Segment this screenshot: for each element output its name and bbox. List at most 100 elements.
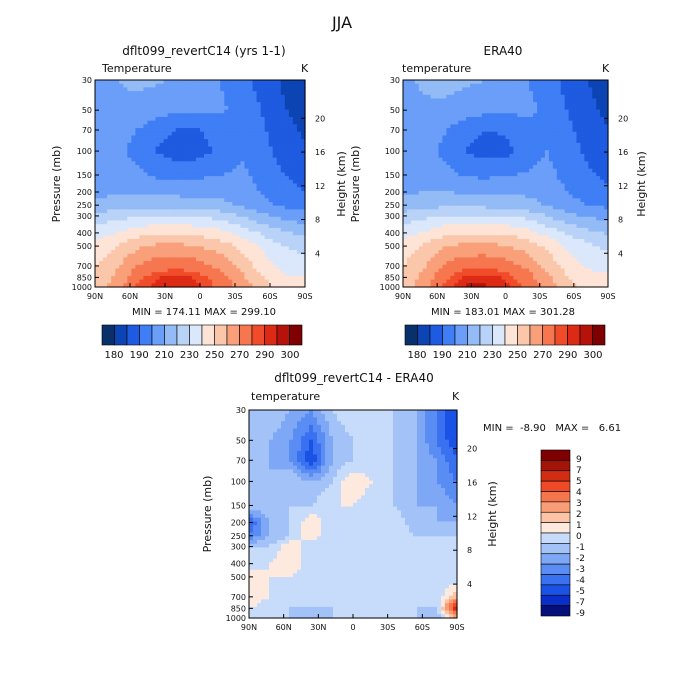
y-tick-label: 70 <box>82 126 92 135</box>
contour-cell <box>135 80 141 85</box>
contour-cell <box>414 131 420 137</box>
contour-cell <box>123 268 128 273</box>
contour-cell <box>236 257 241 262</box>
contour-cell <box>458 213 463 218</box>
contour-cell <box>119 261 124 266</box>
contour-cell <box>103 153 108 159</box>
contour-cell <box>191 194 197 199</box>
contour-cell <box>580 146 585 151</box>
contour-cell <box>232 161 237 166</box>
contour-cell <box>179 220 185 225</box>
contour-cell <box>171 116 177 122</box>
contour-cell <box>151 102 157 107</box>
contour-cell <box>462 168 467 174</box>
contour-cell <box>296 216 302 222</box>
contour-cell <box>264 216 270 222</box>
contour-cell <box>103 105 108 111</box>
contour-cell <box>544 128 550 133</box>
contour-cell <box>135 257 141 262</box>
contour-cell <box>167 87 173 92</box>
contour-cell <box>220 213 225 218</box>
contour-cell <box>228 150 233 155</box>
contour-cell <box>525 201 530 207</box>
contour-cell <box>533 87 538 92</box>
contour-cell <box>284 113 290 118</box>
contour-cell <box>167 198 173 203</box>
contour-cell <box>288 194 294 199</box>
contour-cell <box>115 120 120 125</box>
contour-cell <box>272 238 278 244</box>
contour-cell <box>406 128 412 133</box>
contour-cell <box>95 242 100 247</box>
contour-cell <box>187 142 193 148</box>
contour-cell <box>256 87 262 92</box>
contour-cell <box>505 98 511 103</box>
contour-cell <box>533 198 538 203</box>
contour-cell <box>256 102 262 107</box>
contour-cell <box>438 131 444 137</box>
contour-cell <box>473 153 479 159</box>
contour-cell <box>103 224 108 229</box>
contour-cell <box>556 105 562 111</box>
contour-cell <box>163 157 169 162</box>
contour-cell <box>442 128 447 133</box>
contour-cell <box>418 94 424 100</box>
contour-cell <box>454 128 459 133</box>
contour-cell <box>155 98 161 103</box>
contour-cell <box>537 157 542 162</box>
contour-cell <box>576 216 581 222</box>
contour-cell <box>147 91 153 96</box>
contour-cell <box>240 139 246 144</box>
contour-cell <box>248 190 254 196</box>
contour-cell <box>489 91 495 96</box>
contour-cell <box>99 116 104 122</box>
contour-cell <box>458 183 463 188</box>
contour-cell <box>204 172 209 177</box>
contour-cell <box>179 205 185 210</box>
contour-cell <box>200 142 205 148</box>
contour-cell <box>95 142 100 148</box>
contour-cell <box>99 279 104 284</box>
contour-cell <box>139 109 145 114</box>
contour-cell <box>167 268 173 273</box>
contour-cell <box>272 235 278 240</box>
contour-cell <box>155 179 161 185</box>
contour-cell <box>454 146 459 151</box>
contour-cell <box>584 91 589 96</box>
contour-cell <box>200 80 205 85</box>
contour-cell <box>183 131 189 137</box>
contour-cell <box>533 109 538 114</box>
contour-cell <box>240 216 246 222</box>
contour-cell <box>139 150 145 155</box>
contour-cell <box>115 275 120 281</box>
contour-cell <box>195 272 201 277</box>
contour-cell <box>115 135 120 140</box>
colorbar-label: 180 <box>104 350 123 361</box>
contour-cell <box>143 161 149 166</box>
contour-cell <box>216 94 221 100</box>
contour-cell <box>414 187 420 192</box>
contour-cell <box>236 124 241 129</box>
contour-cell <box>584 146 589 151</box>
contour-cell <box>175 109 181 114</box>
contour-cell <box>556 194 562 199</box>
contour-cell <box>292 120 298 125</box>
contour-cell <box>272 187 278 192</box>
contour-cell <box>296 264 302 270</box>
contour-cell <box>430 139 436 144</box>
contour-cell <box>509 94 514 100</box>
contour-cell <box>442 113 447 118</box>
contour-cell <box>442 153 447 159</box>
contour-cell <box>131 224 136 229</box>
contour-cell <box>430 194 436 199</box>
contour-cell <box>410 150 416 155</box>
contour-cell <box>280 116 286 122</box>
contour-cell <box>284 264 290 270</box>
contour-cell <box>175 98 181 103</box>
contour-cell <box>466 116 471 122</box>
contour-cell <box>119 113 124 118</box>
contour-cell <box>131 198 136 203</box>
contour-cell <box>454 179 459 185</box>
contour-cell <box>477 190 483 196</box>
contour-cell <box>592 109 597 114</box>
